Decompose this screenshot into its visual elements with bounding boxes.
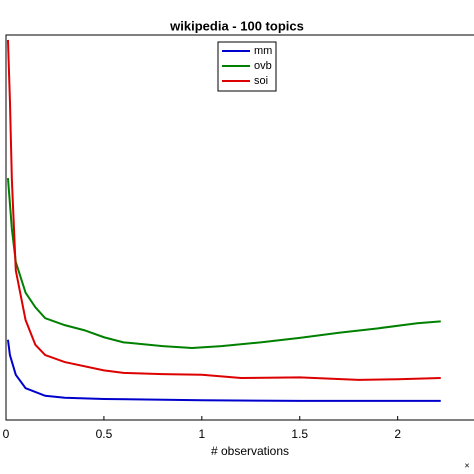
x-axis-label: # observations xyxy=(211,444,289,458)
x-tick-label: 2 xyxy=(394,427,401,441)
series-line xyxy=(6,177,441,350)
x-tick-label: 1.5 xyxy=(291,427,308,441)
legend-label: soi xyxy=(254,75,268,87)
axes-box xyxy=(5,34,474,421)
legend-label: mm xyxy=(254,45,272,57)
x-tick-label: 1 xyxy=(198,427,205,441)
series-line xyxy=(6,39,441,381)
legend-label: ovb xyxy=(254,60,272,72)
x-tick-label: 0.5 xyxy=(96,427,113,441)
x-tick-label: 0 xyxy=(3,427,10,441)
series-line xyxy=(6,339,441,402)
x-exponent: × xyxy=(464,460,469,470)
chart-title: wikipedia - 100 topics xyxy=(169,18,304,33)
